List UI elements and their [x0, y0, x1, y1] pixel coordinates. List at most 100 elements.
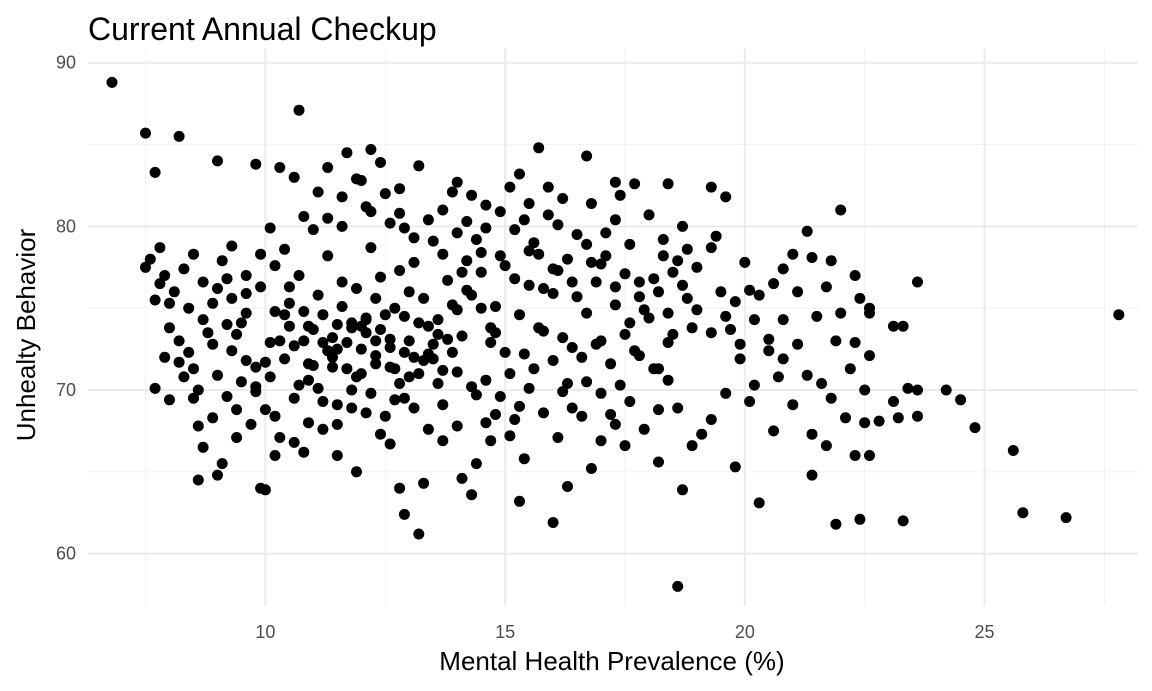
data-point [691, 304, 703, 316]
data-point [375, 157, 386, 168]
data-point [461, 284, 473, 296]
data-point [528, 363, 540, 375]
data-point [705, 327, 717, 339]
data-point [245, 418, 257, 430]
data-point [274, 335, 286, 347]
data-point [346, 402, 358, 414]
data-point [298, 446, 310, 458]
data-point [360, 407, 372, 419]
data-point [542, 181, 554, 193]
data-point [696, 428, 708, 440]
x-axis-label: Mental Health Prevalence (%) [439, 646, 784, 676]
data-point [475, 247, 487, 258]
data-point [173, 335, 185, 347]
data-point [336, 276, 348, 288]
data-point [547, 517, 559, 528]
data-point [279, 353, 291, 365]
data-point [538, 283, 549, 294]
data-point [168, 286, 180, 298]
data-point [552, 219, 564, 231]
data-point [653, 404, 664, 416]
data-point [235, 376, 247, 388]
data-point [897, 320, 909, 332]
data-point [298, 211, 310, 222]
data-point [662, 337, 674, 348]
data-point [912, 384, 923, 396]
data-point [312, 382, 324, 394]
data-point [264, 222, 276, 234]
data-point [226, 240, 238, 252]
data-point [552, 432, 564, 443]
data-point [144, 253, 156, 265]
data-point [327, 361, 338, 373]
data-point [336, 301, 348, 312]
data-point [164, 322, 175, 334]
data-point [1060, 512, 1072, 524]
data-point [279, 243, 291, 255]
data-point [274, 432, 286, 443]
data-point [835, 204, 847, 216]
data-point [763, 333, 775, 345]
data-point [183, 346, 195, 358]
data-point [609, 214, 621, 226]
data-point [566, 276, 578, 288]
data-point [619, 328, 631, 340]
data-point [801, 369, 813, 381]
data-point [480, 417, 492, 429]
data-point [533, 142, 545, 154]
data-point [269, 260, 281, 272]
data-point [547, 288, 559, 299]
data-point [442, 333, 454, 345]
data-point [293, 379, 305, 391]
data-point [456, 330, 468, 342]
data-point [331, 450, 343, 461]
data-point [518, 348, 530, 360]
data-point [231, 432, 243, 443]
data-point [571, 229, 583, 240]
data-point [269, 306, 281, 317]
data-point [240, 288, 252, 299]
data-point [336, 220, 348, 232]
data-point [384, 361, 396, 373]
data-point [595, 258, 607, 270]
x-tick-label: 20 [735, 622, 755, 642]
data-point [370, 350, 382, 362]
data-point [221, 391, 233, 402]
data-point [418, 292, 430, 304]
data-point [379, 410, 391, 422]
data-point [427, 235, 439, 247]
data-point [614, 189, 626, 201]
data-point [629, 178, 641, 190]
data-point [912, 410, 923, 422]
data-point [480, 374, 492, 386]
data-point [514, 168, 525, 180]
data-point [605, 358, 617, 370]
data-point [197, 314, 209, 326]
data-point [811, 310, 823, 322]
data-point [235, 317, 247, 329]
data-point [413, 317, 425, 329]
data-point [317, 337, 329, 348]
data-point [1113, 309, 1125, 321]
data-point [327, 332, 338, 344]
data-point [398, 310, 410, 322]
data-point [494, 206, 506, 218]
data-point [609, 176, 621, 188]
data-point [653, 456, 664, 468]
data-point [437, 364, 449, 376]
data-point [595, 435, 607, 447]
data-point [216, 458, 228, 470]
data-point [466, 489, 478, 501]
data-point [422, 423, 434, 435]
x-tick-label: 15 [495, 622, 515, 642]
data-point [470, 389, 482, 401]
data-point [375, 428, 386, 440]
data-point [509, 273, 521, 285]
data-point [231, 404, 243, 416]
data-point [250, 158, 262, 170]
data-point [648, 363, 660, 375]
data-point [748, 379, 760, 391]
data-point [849, 450, 861, 461]
data-point [470, 234, 482, 245]
data-point [667, 266, 679, 278]
